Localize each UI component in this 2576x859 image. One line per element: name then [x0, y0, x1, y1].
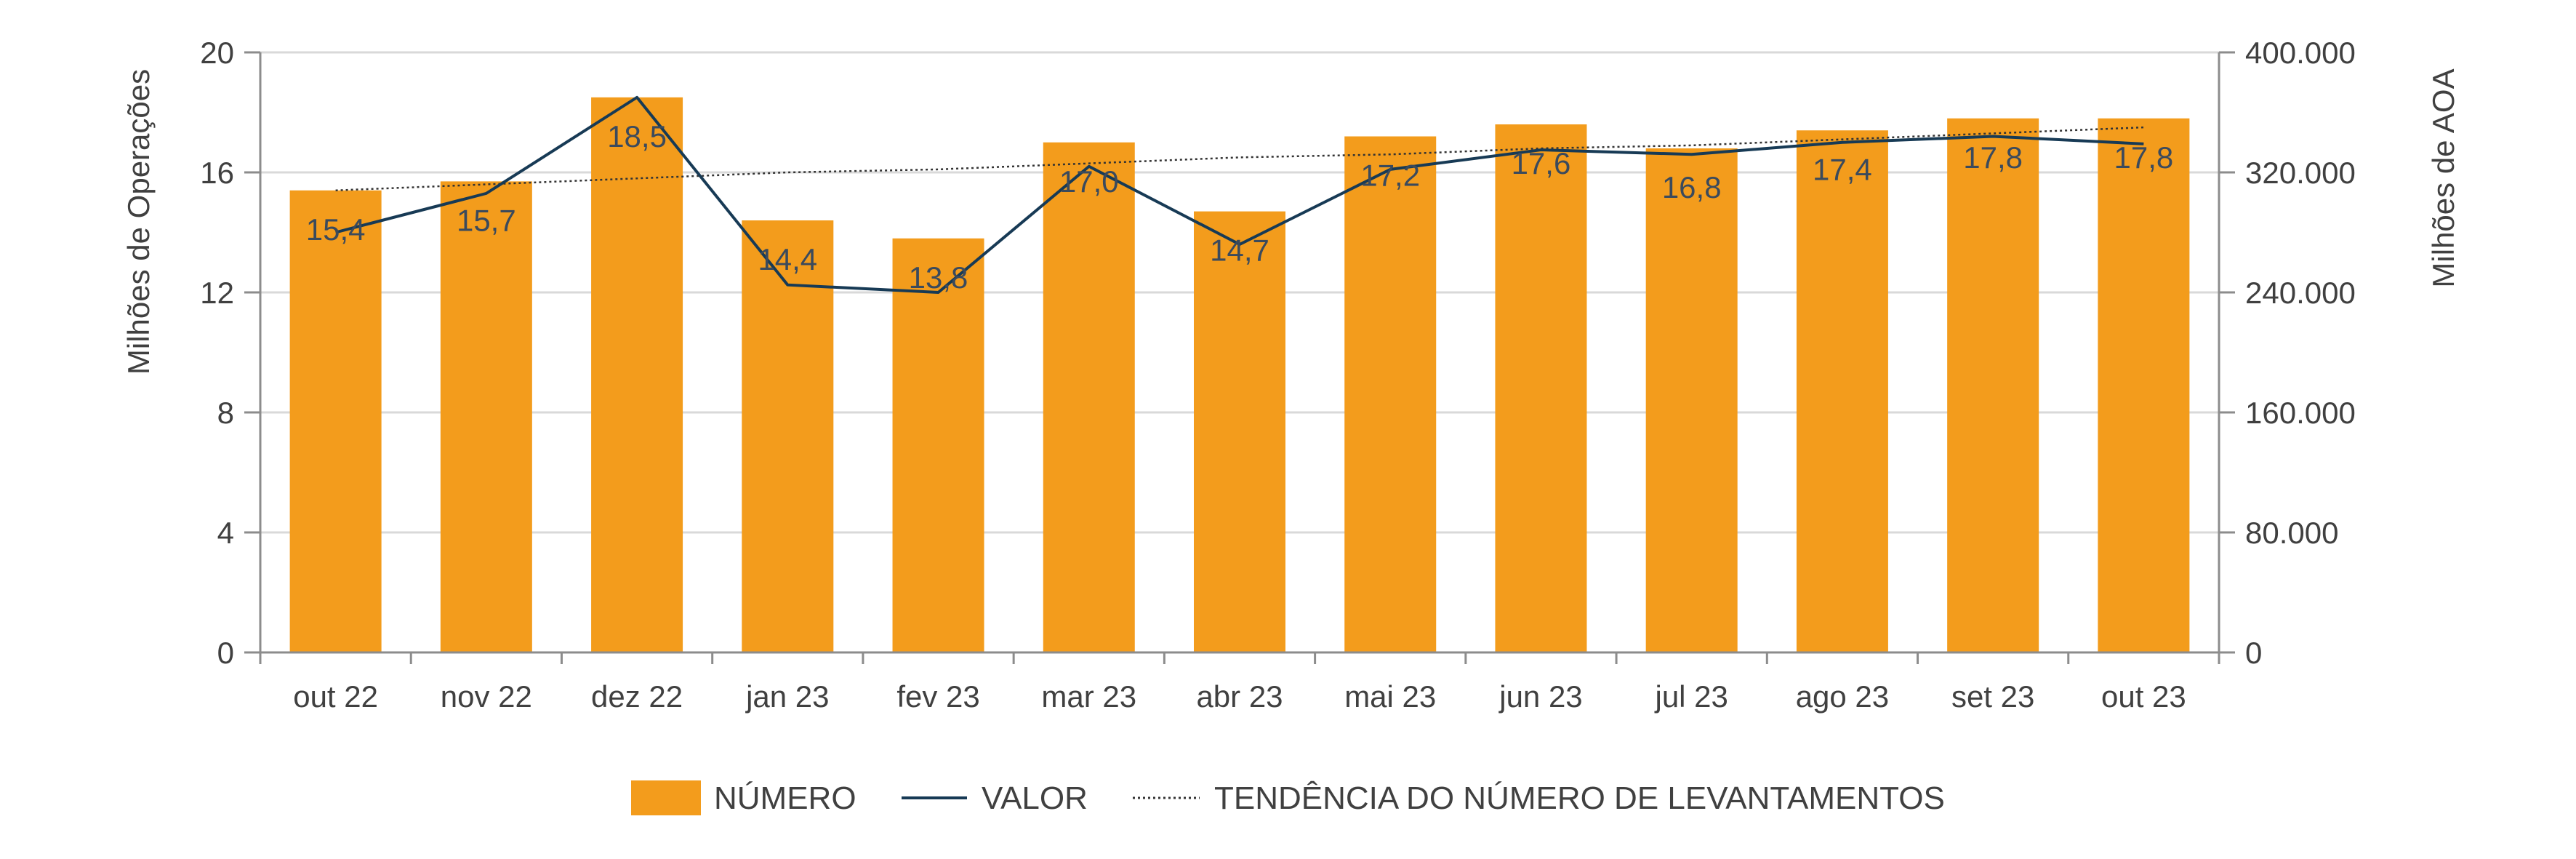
right-tick-label: 400.000 [2245, 36, 2356, 70]
x-tick-label: ago 23 [1796, 679, 1889, 714]
trend-series [335, 126, 2144, 191]
value-series [335, 95, 2144, 294]
legend: NÚMERO VALOR TENDÊNCIA DO NÚMERO DE LEVA… [631, 780, 1945, 816]
bar [289, 190, 382, 652]
right-tick-label: 80.000 [2245, 516, 2338, 550]
bar [2098, 118, 2190, 652]
x-tick-label: mai 23 [1344, 679, 1436, 714]
bar [1796, 130, 1888, 652]
left-axis-title: Milhões de Operações [121, 69, 156, 375]
bar [1344, 136, 1437, 652]
x-tick-label: out 23 [2101, 679, 2186, 714]
bar [892, 238, 984, 652]
bar [591, 97, 683, 652]
bar-value-label: 17,2 [1360, 159, 1420, 193]
left-tick-label: 8 [217, 396, 234, 430]
bar-value-label: 17,8 [2114, 140, 2174, 175]
bar [1645, 148, 1738, 652]
right-axis-title: Milhões de AOA [2426, 68, 2460, 287]
bar [1947, 118, 2039, 652]
legend-swatch-numero [631, 780, 701, 815]
bar-value-label: 17,4 [1813, 152, 1872, 186]
x-tick-label: nov 22 [441, 679, 532, 714]
x-tick-label: fev 23 [896, 679, 979, 714]
bar-series [289, 97, 2190, 652]
bar-value-label: 17,0 [1059, 164, 1119, 199]
x-tick-label: mar 23 [1041, 679, 1136, 714]
bar [440, 181, 532, 652]
bar-value-label: 15,7 [457, 203, 516, 237]
x-tick-label: set 23 [1951, 679, 2034, 714]
bar [742, 220, 834, 652]
x-tick-label: jul 23 [1653, 679, 1728, 714]
bar-value-label: 13,8 [909, 260, 968, 295]
left-tick-label: 16 [200, 156, 234, 190]
legend-label-tendencia: TENDÊNCIA DO NÚMERO DE LEVANTAMENTOS [1214, 780, 1945, 816]
data-labels: 15,4 15,7 18,5 14,4 13,8 17,0 14,7 17,2 17,6 16,8… [306, 119, 2174, 295]
right-tick-label: 0 [2245, 636, 2262, 670]
bar-value-label: 16,8 [1662, 170, 1722, 204]
left-tick-label: 12 [200, 276, 234, 310]
bar-value-label: 17,6 [1512, 146, 1571, 180]
bar-value-label: 14,7 [1210, 233, 1269, 268]
bar [1495, 124, 1587, 652]
x-tick-label: jan 23 [745, 679, 829, 714]
bar-value-label: 15,4 [306, 212, 366, 247]
legend-label-valor: VALOR [982, 780, 1088, 816]
x-tick-label: dez 22 [591, 679, 683, 714]
x-tick-label: jun 23 [1498, 679, 1582, 714]
legend-label-numero: NÚMERO [714, 780, 856, 816]
left-tick-label: 0 [217, 636, 234, 670]
bar-value-label: 17,8 [1963, 140, 2023, 175]
x-tick-label: out 22 [293, 679, 378, 714]
left-tick-label: 20 [200, 36, 234, 70]
bar [1043, 142, 1135, 652]
trend-line [335, 126, 2144, 191]
axes: 0 4 8 12 16 20 0 80.000 160.000 240.000 320.000 400… [200, 36, 2356, 714]
right-tick-label: 320.000 [2245, 156, 2356, 190]
x-tick-label: abr 23 [1196, 679, 1283, 714]
bar-value-label: 14,4 [758, 242, 817, 276]
left-tick-label: 4 [217, 516, 234, 550]
right-tick-label: 160.000 [2245, 396, 2356, 430]
bar [1194, 211, 1285, 652]
right-tick-label: 240.000 [2245, 276, 2356, 310]
bar-value-label: 18,5 [607, 119, 667, 153]
